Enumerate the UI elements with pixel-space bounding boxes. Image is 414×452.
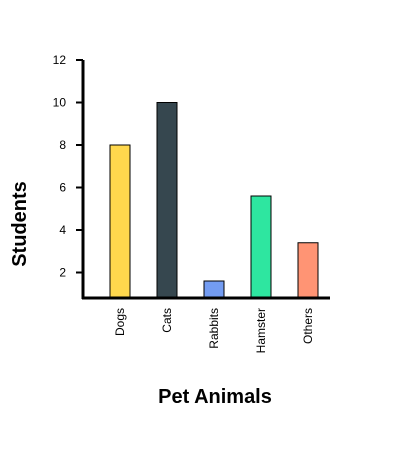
x-labels-group: Dogs Cats Rabbits Hamster Others — [113, 308, 315, 353]
x-tick-label-cats: Cats — [160, 308, 174, 333]
x-tick-label-hamster: Hamster — [254, 308, 268, 353]
bar-dogs — [109, 144, 131, 299]
y-tick-label: 12 — [53, 53, 67, 67]
y-tick-label: 8 — [59, 138, 66, 152]
bar-others — [297, 242, 319, 299]
y-tick-label: 2 — [59, 266, 66, 280]
y-axis-title: Students — [9, 181, 31, 267]
y-ticks-group: 2 4 6 8 10 12 — [53, 53, 83, 280]
x-tick-label-others: Others — [301, 308, 315, 344]
bars-group — [109, 102, 319, 299]
x-axis-title: Pet Animals — [158, 386, 272, 408]
bar-cats — [156, 102, 178, 299]
y-tick-label: 10 — [53, 96, 67, 110]
bar-rabbits — [203, 280, 225, 299]
x-tick-label-rabbits: Rabbits — [207, 308, 221, 349]
y-tick-label: 4 — [59, 223, 66, 237]
bar-hamster — [250, 195, 272, 299]
x-tick-label-dogs: Dogs — [113, 308, 127, 336]
y-tick-label: 6 — [59, 181, 66, 195]
